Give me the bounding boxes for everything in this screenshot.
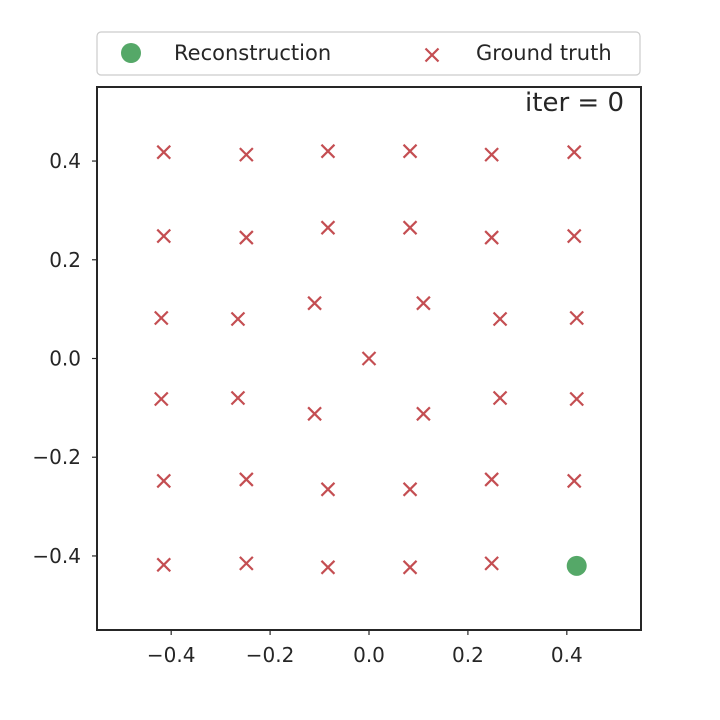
x-tick-label: 0.0 xyxy=(353,643,385,667)
x-tick-label: −0.4 xyxy=(147,643,196,667)
ground-truth-point xyxy=(320,482,336,497)
ground-truth-point xyxy=(156,144,172,160)
ground-truth-point xyxy=(484,147,499,162)
plot-area xyxy=(154,143,587,576)
ground-truth-point xyxy=(402,560,418,575)
ground-truth-point xyxy=(566,144,582,160)
ground-truth-point xyxy=(569,391,584,407)
iteration-annotation: iter = 0 xyxy=(525,88,624,118)
ground-truth-point xyxy=(484,230,499,245)
ground-truth-point xyxy=(239,472,254,487)
ground-truth-point xyxy=(402,220,418,235)
ground-truth-point xyxy=(230,390,246,406)
y-tick-label: −0.4 xyxy=(32,544,81,568)
ground-truth-point xyxy=(154,310,169,326)
ground-truth-point xyxy=(156,473,172,489)
legend-box xyxy=(96,31,641,76)
y-axis: −0.4 −0.2 0.0 0.2 0.4 xyxy=(32,149,97,568)
ground-truth-point xyxy=(156,557,172,573)
y-tick-label: −0.2 xyxy=(32,445,81,469)
ground-truth-point xyxy=(402,143,418,159)
ground-truth-point xyxy=(239,230,254,245)
ground-truth-point xyxy=(156,228,172,244)
legend-marker-reconstruction xyxy=(121,43,141,63)
ground-truth-point xyxy=(320,220,336,235)
ground-truth-point xyxy=(566,473,582,489)
ground-truth-point xyxy=(492,390,508,406)
ground-truth-point xyxy=(492,311,508,327)
legend-x-mark xyxy=(424,47,440,63)
ground-truth-point xyxy=(566,228,582,244)
ground-truth-point xyxy=(484,556,499,571)
ground-truth-point xyxy=(239,147,254,162)
y-tick-label: 0.0 xyxy=(49,347,81,371)
legend-label-reconstruction: Reconstruction xyxy=(174,41,331,65)
ground-truth-point xyxy=(402,482,418,497)
ground-truth-point xyxy=(416,295,431,311)
x-tick-label: 0.4 xyxy=(551,643,583,667)
ground-truth-point xyxy=(569,310,584,326)
ground-truth-point xyxy=(416,406,431,422)
ground-truth-point xyxy=(320,143,336,159)
ground-truth-point xyxy=(154,391,169,407)
ground-truth-point xyxy=(320,560,336,575)
x-tick-label: −0.2 xyxy=(246,643,295,667)
legend: Reconstruction Ground truth xyxy=(96,31,641,76)
ground-truth-point xyxy=(230,311,246,327)
ground-truth-point xyxy=(307,406,322,422)
legend-label-ground-truth: Ground truth xyxy=(476,41,612,65)
y-tick-label: 0.2 xyxy=(49,248,81,272)
x-axis: −0.4 −0.2 0.0 0.2 0.4 xyxy=(147,630,583,667)
x-tick-label: 0.2 xyxy=(452,643,484,667)
ground-truth-point xyxy=(307,295,322,311)
ground-truth-point xyxy=(484,472,499,487)
ground-truth-point xyxy=(239,556,254,571)
reconstruction-point xyxy=(566,555,587,576)
legend-marker-ground-truth xyxy=(424,47,440,63)
y-tick-label: 0.4 xyxy=(49,149,81,173)
ground-truth-point xyxy=(361,351,377,366)
